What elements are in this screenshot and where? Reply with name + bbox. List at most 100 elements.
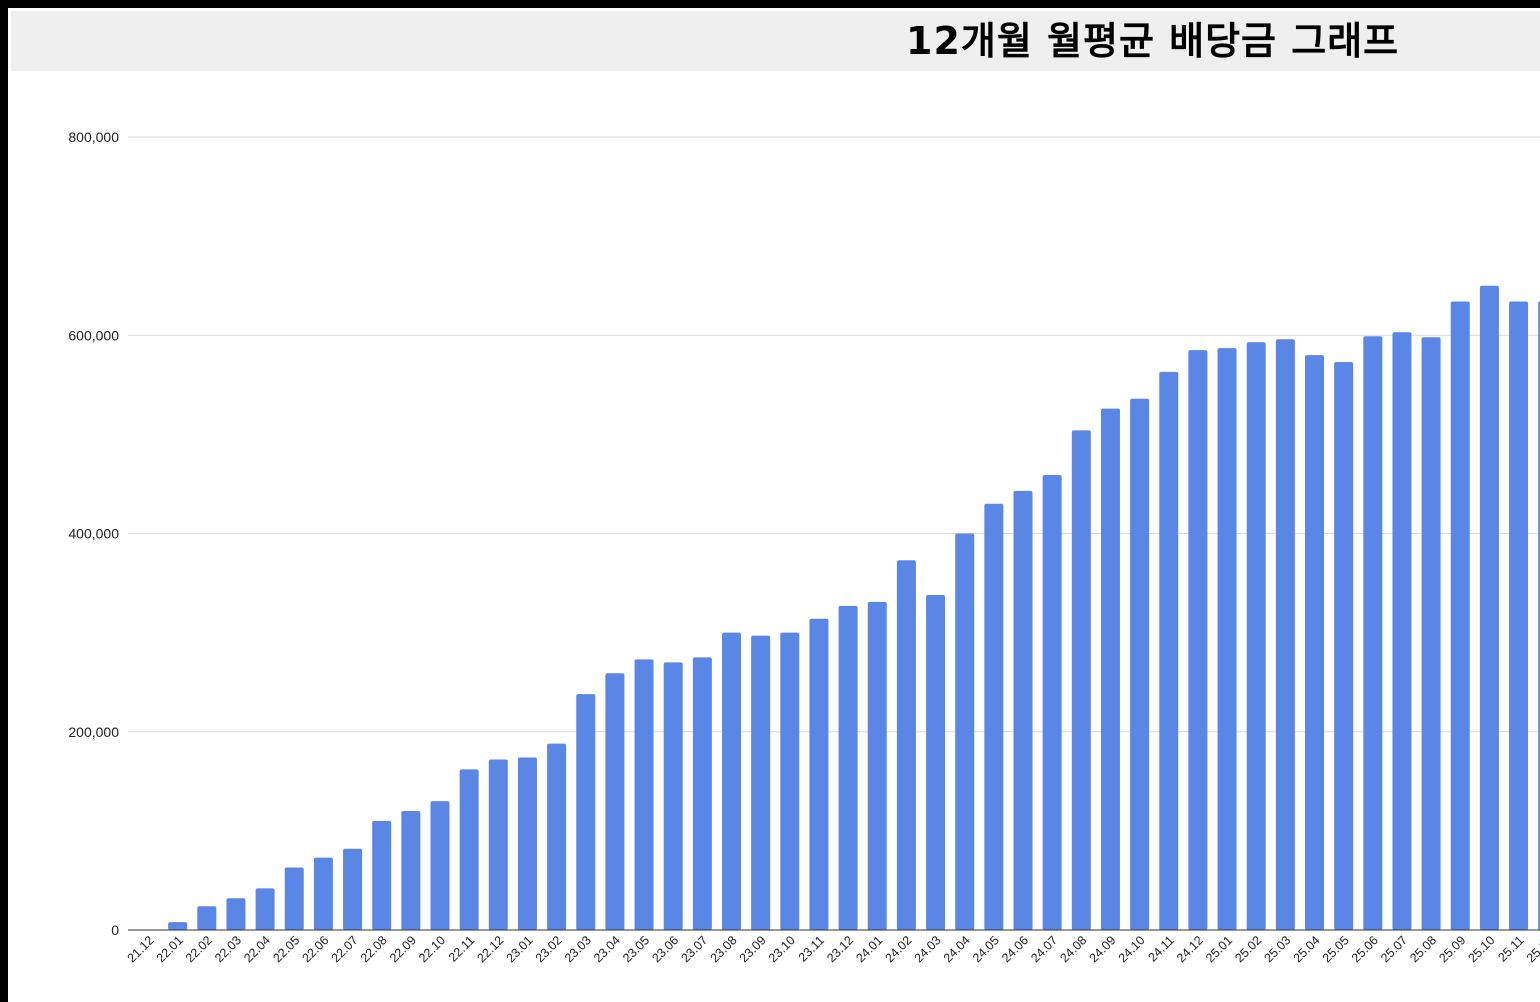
x-tick-label: 23.05 bbox=[620, 933, 652, 965]
bar bbox=[663, 662, 683, 930]
x-tick-label: 25.12 bbox=[1524, 933, 1540, 965]
bar bbox=[313, 857, 333, 930]
bars bbox=[168, 285, 1540, 931]
x-tick-label: 24.02 bbox=[883, 933, 915, 965]
bar bbox=[1392, 332, 1412, 930]
x-tick-label: 23.10 bbox=[766, 933, 798, 965]
bar bbox=[955, 533, 975, 930]
x-tick-label: 25.09 bbox=[1436, 933, 1468, 965]
x-tick-label: 24.05 bbox=[970, 933, 1002, 965]
bar bbox=[1130, 398, 1150, 930]
x-tick-label: 25.06 bbox=[1349, 933, 1381, 965]
x-tick-label: 23.09 bbox=[737, 933, 769, 965]
x-tick-label: 25.11 bbox=[1495, 933, 1526, 964]
x-tick-label: 25.04 bbox=[1291, 933, 1323, 965]
title-bar: 12개월 월평균 배당금 그래프 bbox=[11, 11, 1540, 71]
bar bbox=[1013, 490, 1033, 930]
bar bbox=[430, 801, 450, 930]
x-tick-label: 22.04 bbox=[241, 933, 273, 965]
x-tick-label: 25.03 bbox=[1261, 933, 1293, 965]
bar bbox=[809, 618, 829, 930]
bar bbox=[605, 673, 625, 930]
x-tick-label: 23.07 bbox=[678, 933, 710, 965]
bar bbox=[372, 820, 392, 930]
bar bbox=[1246, 342, 1266, 931]
y-tick-label: 800,000 bbox=[68, 129, 119, 145]
bar bbox=[197, 906, 217, 930]
bar bbox=[751, 635, 771, 930]
bar bbox=[459, 769, 479, 930]
x-tick-label: 24.07 bbox=[1028, 933, 1060, 965]
x-tick-label: 23.06 bbox=[649, 933, 681, 965]
x-tick-label: 24.01 bbox=[853, 933, 885, 965]
x-tick-label: 22.07 bbox=[329, 933, 361, 965]
x-tick-label: 24.12 bbox=[1174, 933, 1206, 965]
x-tick-label: 25.01 bbox=[1203, 933, 1235, 965]
bar bbox=[1159, 371, 1179, 930]
x-tick-label: 23.03 bbox=[562, 933, 594, 965]
x-tick-label: 22.06 bbox=[300, 933, 332, 965]
x-tick-label: 25.08 bbox=[1407, 933, 1439, 965]
x-tick-label: 25.10 bbox=[1466, 933, 1498, 965]
x-tick-label: 22.08 bbox=[358, 933, 390, 965]
bar bbox=[1305, 355, 1324, 930]
bar bbox=[1363, 336, 1383, 931]
x-tick-label: 23.12 bbox=[824, 933, 856, 965]
x-tick-label: 22.01 bbox=[154, 933, 186, 965]
x-tick-label: 22.12 bbox=[474, 933, 506, 965]
x-tick-label: 24.08 bbox=[1057, 933, 1089, 965]
x-tick-label: 22.11 bbox=[446, 933, 477, 964]
bar bbox=[838, 605, 858, 930]
bar bbox=[722, 632, 741, 930]
bar bbox=[576, 694, 596, 930]
bar bbox=[343, 848, 363, 930]
gridlines bbox=[128, 136, 1540, 733]
y-tick-label: 400,000 bbox=[68, 526, 119, 542]
x-tick-label: 23.02 bbox=[533, 933, 565, 965]
x-tick-label: 24.03 bbox=[912, 933, 944, 965]
bar bbox=[1275, 339, 1295, 931]
x-tick-label: 22.05 bbox=[270, 933, 302, 965]
x-axis-ticks: 21.1222.0122.0222.0322.0422.0522.0622.07… bbox=[125, 933, 1540, 965]
bar bbox=[1479, 285, 1499, 930]
bar bbox=[1188, 350, 1208, 930]
bar bbox=[1334, 362, 1354, 930]
bar bbox=[1071, 430, 1091, 930]
y-tick-label: 600,000 bbox=[68, 327, 119, 343]
y-tick-label: 0 bbox=[111, 922, 119, 938]
bar bbox=[1042, 475, 1062, 930]
bar bbox=[547, 743, 567, 930]
x-tick-label: 22.10 bbox=[416, 933, 448, 965]
bar bbox=[867, 601, 887, 930]
x-tick-label: 23.11 bbox=[796, 933, 827, 964]
bar bbox=[1217, 348, 1237, 931]
x-tick-label: 24.04 bbox=[941, 933, 973, 965]
x-tick-label: 24.11 bbox=[1146, 933, 1177, 964]
bar bbox=[488, 759, 508, 930]
bar bbox=[226, 898, 246, 930]
bar bbox=[401, 811, 421, 930]
bar bbox=[926, 594, 946, 930]
bar bbox=[1450, 301, 1470, 930]
x-tick-label: 24.09 bbox=[1087, 933, 1119, 965]
x-tick-label: 21.12 bbox=[125, 933, 157, 965]
x-tick-label: 25.07 bbox=[1378, 933, 1410, 965]
bar bbox=[168, 922, 188, 930]
x-tick-label: 22.02 bbox=[183, 933, 215, 965]
bar bbox=[1100, 408, 1120, 930]
chart-title: 12개월 월평균 배당금 그래프 bbox=[906, 19, 1400, 63]
y-axis-ticks: 0 200,000 400,000 600,000 800,000 bbox=[68, 129, 119, 938]
bar bbox=[634, 659, 654, 930]
x-tick-label: 24.06 bbox=[999, 933, 1031, 965]
bar bbox=[1509, 301, 1529, 930]
x-tick-label: 23.01 bbox=[504, 933, 536, 965]
bar bbox=[692, 657, 712, 930]
x-tick-label: 23.04 bbox=[591, 933, 623, 965]
x-tick-label: 24.10 bbox=[1116, 933, 1148, 965]
x-tick-label: 25.05 bbox=[1320, 933, 1352, 965]
bar bbox=[255, 888, 275, 930]
bar bbox=[984, 503, 1004, 930]
bar bbox=[284, 867, 304, 930]
x-tick-label: 22.03 bbox=[212, 933, 244, 965]
